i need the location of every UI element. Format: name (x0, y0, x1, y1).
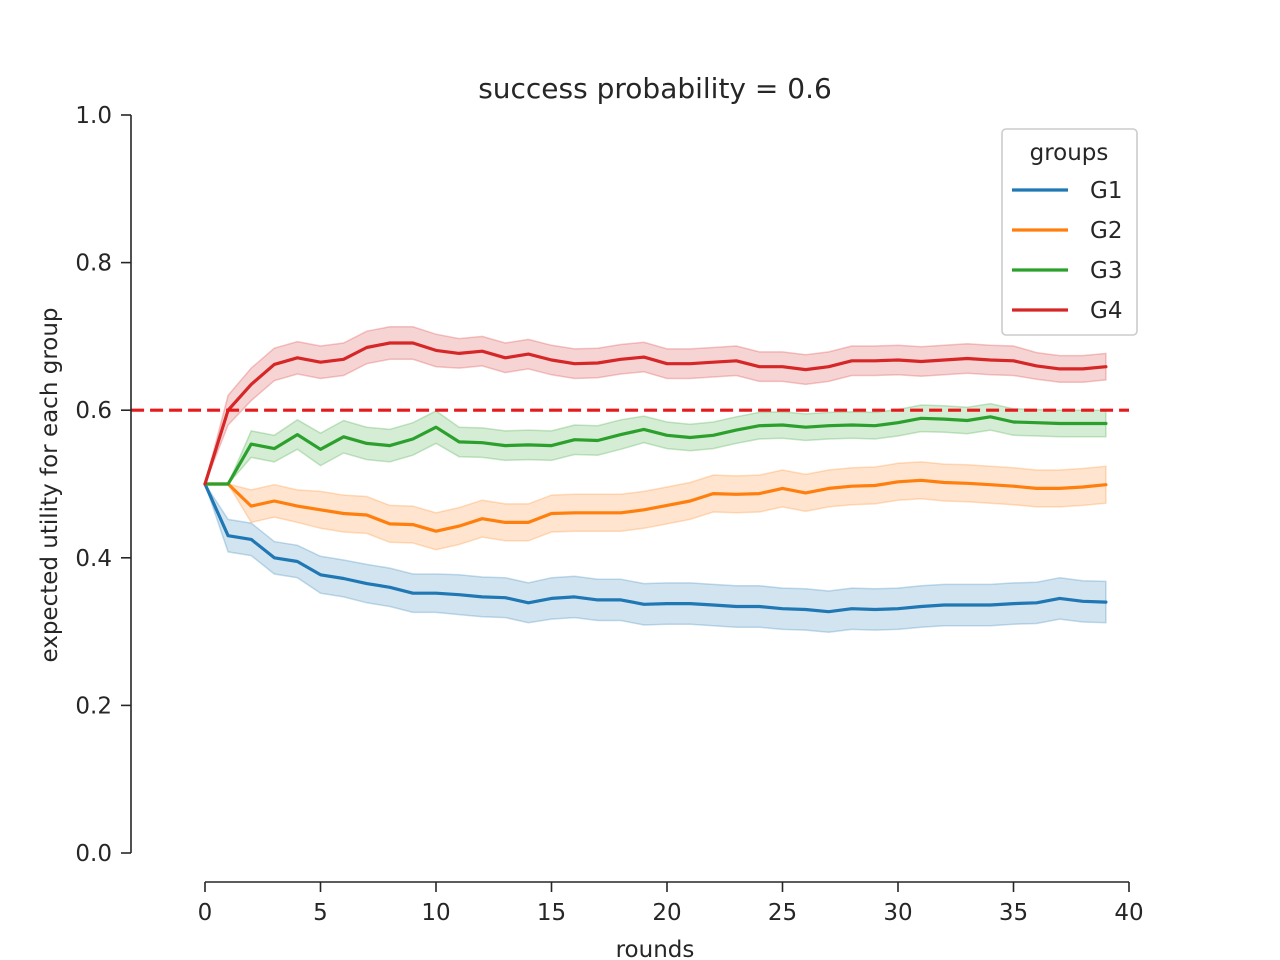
legend-item-g1: G1 (1012, 178, 1122, 204)
legend-label: G1 (1090, 178, 1122, 204)
x-tick-label: 15 (537, 900, 566, 926)
x-tick-label: 30 (883, 900, 912, 926)
x-axis-label: rounds (616, 937, 695, 960)
x-tick-label: 20 (652, 900, 681, 926)
y-tick-label: 0.0 (75, 841, 112, 867)
legend-label: G3 (1090, 258, 1122, 284)
y-tick-label: 0.6 (75, 398, 112, 424)
legend-items: G1 G2 G3 G4 (1012, 178, 1122, 324)
y-axis-label: expected utility for each group (37, 307, 63, 662)
legend-item-g4: G4 (1012, 298, 1122, 324)
x-tick-label: 35 (999, 900, 1028, 926)
legend-item-g3: G3 (1012, 258, 1122, 284)
legend-label: G2 (1090, 218, 1122, 244)
legend: groups G1 G2 G3 G4 (1001, 128, 1138, 336)
legend-label: G4 (1090, 298, 1122, 324)
y-tick-label: 1.0 (75, 103, 112, 129)
x-tick-label: 25 (768, 900, 797, 926)
series-line-g1 (203, 482, 1108, 614)
x-tick-label: 40 (1114, 900, 1143, 926)
y-axis-ticks: 0.0 0.2 0.4 0.6 0.8 1.0 (75, 103, 131, 867)
chart-title: success probability = 0.6 (478, 72, 832, 105)
legend-title: groups (1030, 140, 1109, 166)
series-line-g3 (203, 415, 1108, 486)
series-lines (203, 341, 1108, 614)
series-line-g4 (203, 341, 1108, 486)
x-axis-ticks: 0 5 10 15 20 25 30 35 40 (198, 882, 1144, 926)
x-tick-label: 5 (313, 900, 328, 926)
y-tick-label: 0.8 (75, 251, 112, 277)
series-line-g2 (203, 478, 1108, 533)
legend-item-g2: G2 (1012, 218, 1122, 244)
legend-frame (1001, 128, 1138, 336)
x-tick-label: 10 (421, 900, 450, 926)
x-tick-label: 0 (198, 900, 213, 926)
y-tick-label: 0.4 (75, 546, 112, 572)
y-tick-label: 0.2 (75, 693, 112, 719)
